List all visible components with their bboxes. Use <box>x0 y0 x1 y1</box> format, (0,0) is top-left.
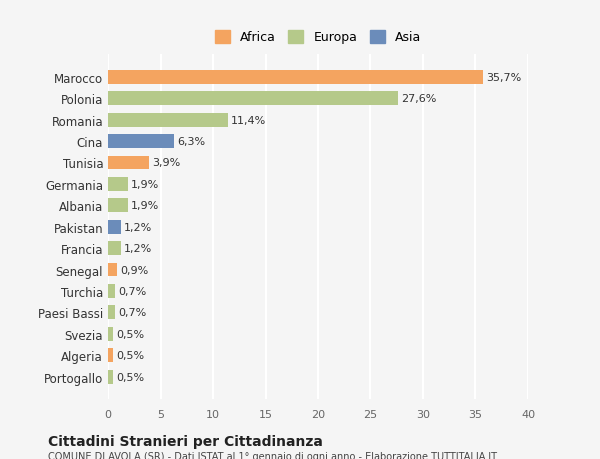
Text: 1,9%: 1,9% <box>131 201 160 211</box>
Text: COMUNE DI AVOLA (SR) - Dati ISTAT al 1° gennaio di ogni anno - Elaborazione TUTT: COMUNE DI AVOLA (SR) - Dati ISTAT al 1° … <box>48 451 497 459</box>
Text: 0,5%: 0,5% <box>116 329 145 339</box>
Text: Cittadini Stranieri per Cittadinanza: Cittadini Stranieri per Cittadinanza <box>48 434 323 448</box>
Text: 3,9%: 3,9% <box>152 158 181 168</box>
Text: 1,2%: 1,2% <box>124 222 152 232</box>
Legend: Africa, Europa, Asia: Africa, Europa, Asia <box>211 27 425 48</box>
Bar <box>108 113 228 127</box>
Bar <box>108 370 113 384</box>
Bar <box>108 135 174 149</box>
Bar <box>108 348 113 362</box>
Bar <box>108 284 115 298</box>
Bar <box>108 156 149 170</box>
Bar <box>108 263 118 277</box>
Text: 0,7%: 0,7% <box>119 286 147 296</box>
Text: 0,5%: 0,5% <box>116 372 145 382</box>
Text: 1,9%: 1,9% <box>131 179 160 190</box>
Bar <box>108 199 128 213</box>
Text: 35,7%: 35,7% <box>486 73 521 83</box>
Text: 11,4%: 11,4% <box>231 115 266 125</box>
Text: 1,2%: 1,2% <box>124 244 152 253</box>
Bar <box>108 327 113 341</box>
Text: 0,5%: 0,5% <box>116 350 145 360</box>
Text: 0,9%: 0,9% <box>121 265 149 275</box>
Bar <box>108 241 121 256</box>
Bar <box>108 220 121 234</box>
Text: 6,3%: 6,3% <box>178 137 205 147</box>
Text: 0,7%: 0,7% <box>119 308 147 318</box>
Bar <box>108 71 483 84</box>
Bar <box>108 306 115 319</box>
Bar <box>108 178 128 191</box>
Bar <box>108 92 398 106</box>
Text: 27,6%: 27,6% <box>401 94 436 104</box>
